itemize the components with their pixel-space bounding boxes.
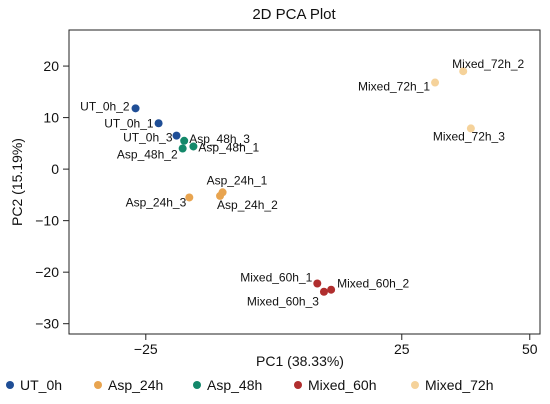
data-point xyxy=(466,124,475,133)
legend-label: Asp_48h xyxy=(207,377,262,393)
y-tick-label: −20 xyxy=(35,264,59,280)
point-label: Mixed_72h_3 xyxy=(433,129,505,143)
legend-label: Mixed_72h xyxy=(425,377,494,393)
data-point xyxy=(185,193,194,202)
data-point xyxy=(180,136,189,145)
point-label: Asp_48h_1 xyxy=(198,140,259,154)
x-tick-label: 50 xyxy=(522,341,538,357)
data-point xyxy=(131,104,140,113)
legend-marker xyxy=(6,381,14,389)
data-point xyxy=(319,287,328,296)
data-point xyxy=(178,144,187,153)
legend-marker xyxy=(94,381,102,389)
legend-marker xyxy=(193,381,201,389)
point-label: Mixed_72h_2 xyxy=(452,57,524,71)
y-tick-label: 20 xyxy=(43,58,59,74)
x-tick-label: 25 xyxy=(394,341,410,357)
y-tick-label: −10 xyxy=(35,213,59,229)
legend-label: Mixed_60h xyxy=(308,377,377,393)
point-label: UT_0h_3 xyxy=(123,131,173,145)
data-point xyxy=(189,142,198,151)
data-point xyxy=(172,131,181,140)
data-point-labels: UT_0h_2 UT_0h_1UT_0h_3 Asp_24h_1 Asp_24h_3 A… xyxy=(80,57,524,309)
plot-frame xyxy=(68,29,541,335)
point-label: Asp_24h_1 xyxy=(207,173,268,187)
point-label: Asp_24h_3 xyxy=(126,195,187,209)
data-point xyxy=(313,279,322,288)
y-tick-label: 10 xyxy=(43,110,59,126)
point-label: Asp_24h_2 xyxy=(217,198,278,212)
y-tick-label: −30 xyxy=(35,316,59,332)
data-point xyxy=(327,285,336,294)
point-label: Asp_48h_3 xyxy=(189,132,250,146)
y-tick-label: 0 xyxy=(51,161,59,177)
point-label: Mixed_60h_2 xyxy=(337,277,409,291)
legend-label: Asp_24h xyxy=(108,377,163,393)
point-label: UT_0h_1 xyxy=(104,116,154,130)
data-point xyxy=(459,67,468,76)
x-axis-title: PC1 (38.33%) xyxy=(256,353,344,369)
y-axis-title: PC2 (15.19%) xyxy=(9,138,25,226)
point-label: Mixed_60h_3 xyxy=(247,295,319,309)
x-axis-ticks: −25 25 50 xyxy=(134,334,538,357)
chart-title: 2D PCA Plot xyxy=(252,6,336,23)
point-label: Mixed_72h_1 xyxy=(358,80,430,94)
legend-marker xyxy=(411,381,419,389)
y-axis-ticks: 20 10 0 −10 −20 −30 xyxy=(35,58,69,332)
point-label: Mixed_60h_1 xyxy=(240,271,312,285)
data-point xyxy=(154,119,163,128)
legend-label: UT_0h xyxy=(20,377,62,393)
legend: UT_0h Asp_24h Asp_48h Mixed_60h Mixed_72h xyxy=(6,377,494,393)
data-points xyxy=(131,67,475,296)
legend-marker xyxy=(294,381,302,389)
data-point xyxy=(216,191,225,200)
point-label: UT_0h_2 xyxy=(80,99,130,113)
point-label: Asp_48h_2 xyxy=(117,148,178,162)
data-point xyxy=(431,78,440,87)
x-tick-label: −25 xyxy=(134,341,158,357)
